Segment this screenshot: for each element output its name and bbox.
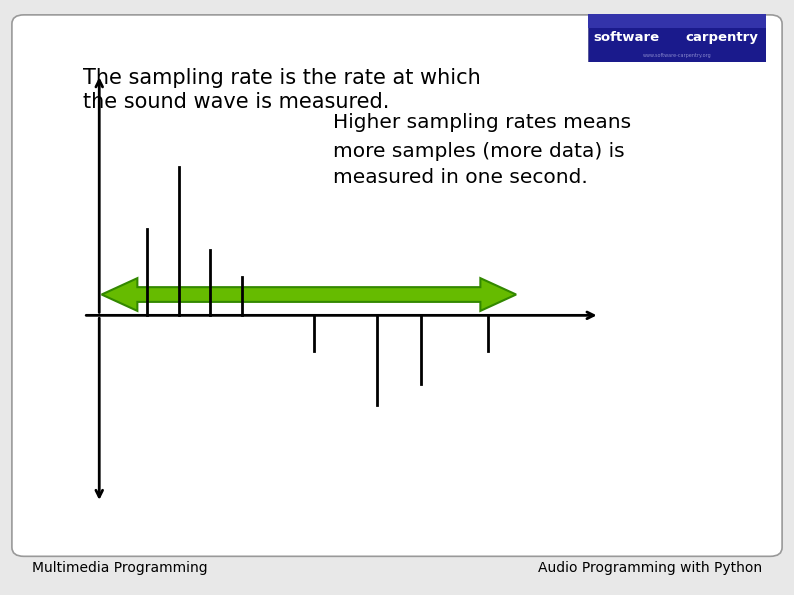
Text: carpentry: carpentry [686, 30, 759, 43]
Text: The sampling rate is the rate at which: The sampling rate is the rate at which [83, 68, 481, 89]
Text: the sound wave is measured.: the sound wave is measured. [83, 92, 390, 112]
Text: more samples (more data) is: more samples (more data) is [333, 142, 625, 161]
Text: software: software [593, 30, 659, 43]
Bar [588, 14, 766, 29]
Text: measured in one second.: measured in one second. [333, 168, 588, 187]
Text: Multimedia Programming: Multimedia Programming [32, 561, 207, 575]
Text: Audio Programming with Python: Audio Programming with Python [538, 561, 762, 575]
Text: Higher sampling rates means: Higher sampling rates means [333, 113, 631, 132]
Text: www.software-carpentry.org: www.software-carpentry.org [642, 52, 711, 58]
